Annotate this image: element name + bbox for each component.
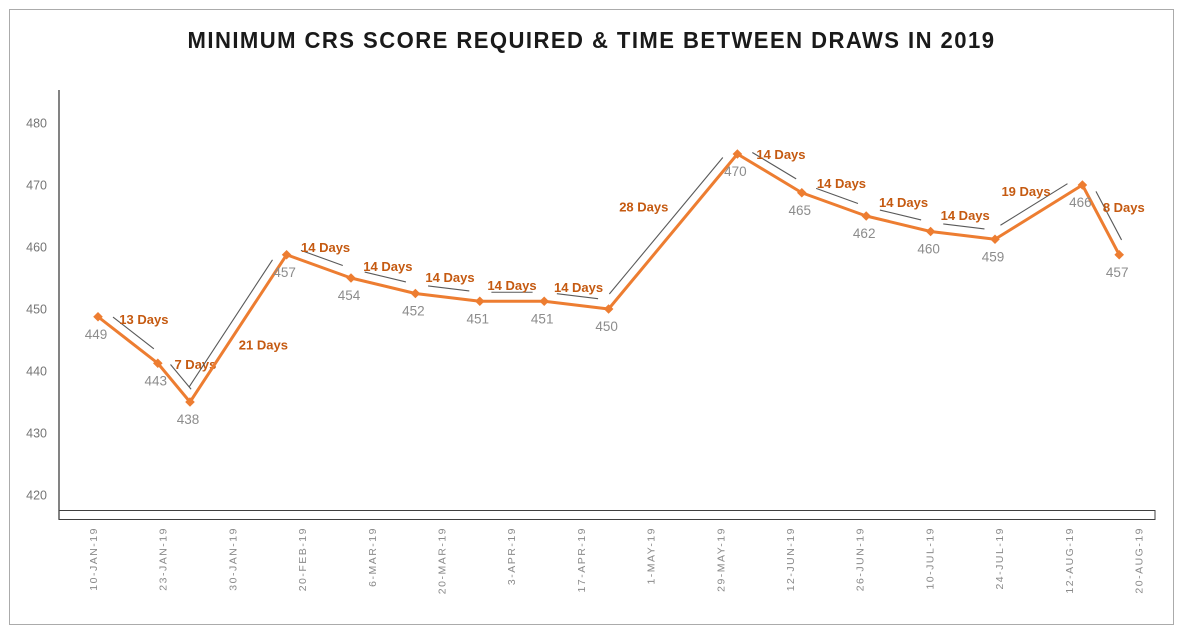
value-label: 459 [982,249,1005,264]
x-tick-label: 23-JAN-19 [158,527,170,591]
y-tick-label: 430 [26,427,47,441]
y-tick-label: 440 [26,365,47,379]
shadow-segment [170,364,192,390]
value-label: 450 [595,319,618,334]
chart-title: MINIMUM CRS SCORE REQUIRED & TIME BETWEE… [187,27,996,53]
value-label: 462 [853,226,876,241]
value-label: 451 [467,311,490,326]
shadow-segment [428,285,470,292]
x-tick-label: 29-MAY-19 [715,527,727,592]
shadow-segment [364,271,407,283]
x-tick-label: 12-JUN-19 [785,527,797,591]
x-tick-label: 12-AUG-19 [1064,527,1076,594]
data-point-marker [539,296,549,307]
value-label: 470 [724,164,747,179]
x-tick-label: 26-JUN-19 [855,527,867,591]
x-tick-label: 30-JAN-19 [227,527,239,591]
shadow-segment [943,223,985,230]
value-label: 438 [177,412,200,427]
interval-label: 8 Days [1103,200,1145,215]
interval-label: 14 Days [425,270,474,285]
y-tick-label: 420 [26,489,47,503]
shadow-segment [556,293,599,300]
interval-label: 13 Days [119,312,168,327]
data-point-marker [346,273,356,283]
x-tick-label: 1-MAY-19 [646,527,658,585]
data-point-marker [990,234,1000,245]
x-tick-label: 20-AUG-19 [1134,527,1146,594]
x-tick-label: 10-JUL-19 [924,527,936,590]
x-tick-label: 20-MAR-19 [437,527,449,594]
value-label: 452 [402,304,425,319]
x-tick-label: 17-APR-19 [576,527,588,592]
data-point-marker [93,311,103,322]
x-tick-label: 6-MAR-19 [367,527,379,587]
y-tick-label: 470 [26,179,47,193]
shadow-segment [815,187,859,204]
data-point-marker [1077,180,1088,190]
y-tick-label: 460 [26,241,47,255]
shadow-segment [112,316,155,350]
shadow-segment [300,249,343,266]
interval-label: 14 Days [554,280,603,295]
value-label: 466 [1069,195,1092,210]
shadow-segment [879,209,922,221]
value-label: 451 [531,311,554,326]
x-axis-band [58,510,1156,520]
interval-label: 14 Days [756,147,805,162]
interval-label: 14 Days [941,208,990,223]
y-tick-label: 450 [26,303,47,317]
x-tick-label: 10-JAN-19 [88,527,100,591]
shadow-segment [1000,183,1068,226]
value-label: 457 [1106,265,1129,280]
interval-label: 14 Days [487,278,536,293]
x-tick-label: 20-FEB-19 [297,527,309,591]
series-line [96,152,1121,404]
value-label: 443 [145,373,168,388]
data-point-marker [281,249,292,260]
data-point-marker [153,358,163,369]
data-point-marker [410,288,421,299]
x-tick-label: 3-APR-19 [506,527,518,585]
interval-label: 28 Days [619,200,668,215]
interval-label: 14 Days [301,240,350,255]
data-point-marker [861,211,871,221]
interval-label: 21 Days [239,337,288,352]
data-point-marker [603,304,614,314]
interval-label: 19 Days [1001,184,1050,199]
y-tick-label: 480 [26,117,47,131]
data-point-marker [797,187,807,198]
data-point-marker [475,296,485,307]
shadow-segment [608,157,724,295]
x-tick-label: 24-JUL-19 [994,527,1006,590]
value-label: 457 [273,265,296,280]
shadow-segment [752,152,797,180]
value-label: 465 [789,203,812,218]
data-point-marker [732,149,743,159]
interval-label: 14 Days [363,259,412,274]
data-point-marker [185,397,195,407]
shadow-segment [188,259,273,388]
shadow-segment [1095,191,1123,241]
data-point-marker [925,226,936,237]
value-label: 449 [85,327,108,342]
value-label: 454 [338,288,361,303]
value-label: 460 [917,242,940,257]
chart-frame [9,9,1174,625]
interval-label: 14 Days [879,195,928,210]
interval-label: 14 Days [817,176,866,191]
data-point-marker [1114,249,1124,260]
